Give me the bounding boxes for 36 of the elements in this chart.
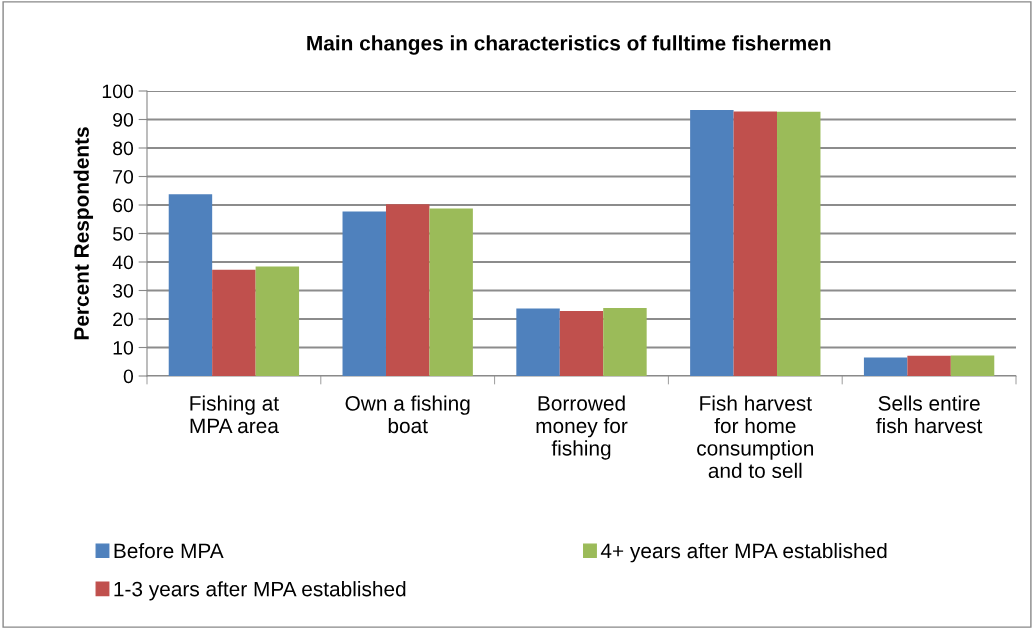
- bar: [385, 204, 430, 376]
- bar: [255, 266, 300, 376]
- y-tick-label: 90: [113, 112, 134, 127]
- x-tick-label: Fish harvest for home consumption and to sell: [697, 395, 814, 479]
- bar: [733, 111, 778, 376]
- bar: [516, 308, 560, 376]
- legend-label: 1-3 years after MPA established: [114, 581, 406, 601]
- y-tick-label: 20: [113, 312, 134, 327]
- y-axis-title: Percent Respondents: [73, 127, 94, 340]
- x-tick-label: Borrowed money for fishing: [536, 395, 628, 460]
- bar: [168, 194, 213, 376]
- bar: [603, 307, 647, 376]
- y-tick-label: 50: [112, 226, 134, 241]
- bar: [907, 355, 951, 376]
- bar: [690, 110, 734, 376]
- bar: [559, 311, 604, 376]
- bar: [429, 208, 473, 376]
- y-tick-label: 70: [113, 169, 134, 184]
- x-tick-label: Own a fishing boat: [345, 395, 470, 434]
- y-tick-label: 10: [113, 340, 134, 355]
- y-tick-label: 40: [112, 255, 134, 270]
- bar: [863, 357, 908, 376]
- chart-title: Main changes in characteristics of fulltime fishermen: [307, 35, 831, 55]
- bar: [950, 355, 995, 376]
- y-tick-label: 0: [123, 369, 134, 384]
- legend-label: Before MPA: [114, 542, 224, 559]
- bar: [212, 269, 256, 376]
- y-tick-label: 60: [113, 198, 134, 213]
- bar: [342, 211, 386, 376]
- y-tick-label: 30: [112, 283, 134, 298]
- x-tick-label: Fishing at MPA area: [190, 395, 279, 434]
- bar: [777, 111, 821, 376]
- x-tick-label: Sells entire fish harvest: [876, 395, 983, 434]
- y-tick-label: 80: [113, 141, 134, 156]
- y-tick-label: 100: [102, 84, 134, 99]
- legend-label: 4+ years after MPA established: [600, 542, 887, 563]
